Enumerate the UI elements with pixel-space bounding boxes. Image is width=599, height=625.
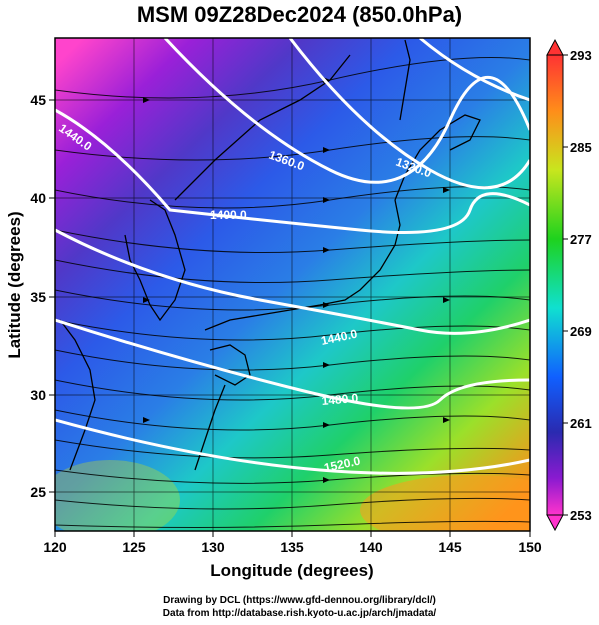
colorbar-tick-label: 277 (570, 232, 592, 247)
colorbar-bottom-arrow (546, 514, 564, 532)
x-tick-label: 145 (438, 539, 462, 555)
colorbar-tick-label: 261 (570, 416, 592, 431)
x-tick-label: 125 (122, 539, 146, 555)
map-plot-area (55, 38, 530, 531)
x-tick-label: 150 (518, 539, 542, 555)
y-tick-label: 30 (30, 387, 46, 403)
y-tick-label: 45 (30, 92, 46, 108)
map-title: MSM 09Z28Dec2024 (850.0hPa) (136, 2, 463, 27)
x-tick-label: 130 (201, 539, 225, 555)
colorbar-tick-label: 285 (570, 140, 592, 155)
colorbar-tick-label: 253 (570, 508, 592, 523)
x-tick-label: 140 (359, 539, 383, 555)
coastlines (59, 39, 481, 471)
x-axis-label: Longitude (degrees) (210, 561, 373, 580)
x-tick-label: 120 (43, 539, 67, 555)
y-tick-label: 25 (30, 484, 46, 500)
colorbar-top-arrow (546, 38, 564, 56)
y-tick-label: 40 (30, 190, 46, 206)
x-tick-label: 135 (280, 539, 304, 555)
height-contours (55, 38, 530, 475)
contour-label: 1480.0 (321, 391, 359, 408)
footer-credit-drawing: Drawing by DCL (https://www.gfd-dennou.o… (163, 595, 436, 606)
y-tick-label: 35 (30, 289, 46, 305)
colorbar: 293 285 277 269 261 253 (546, 38, 592, 532)
grid-lines (55, 38, 530, 531)
contour-label: 1400.0 (210, 208, 247, 222)
axis-ticks (49, 99, 531, 537)
colorbar-tick-label: 269 (570, 324, 592, 339)
footer-credit-data: Data from http://database.rish.kyoto-u.a… (162, 608, 437, 619)
y-axis-label: Latitude (degrees) (5, 211, 24, 358)
colorbar-tick-label: 293 (570, 48, 592, 63)
colorbar-scale (546, 54, 564, 516)
